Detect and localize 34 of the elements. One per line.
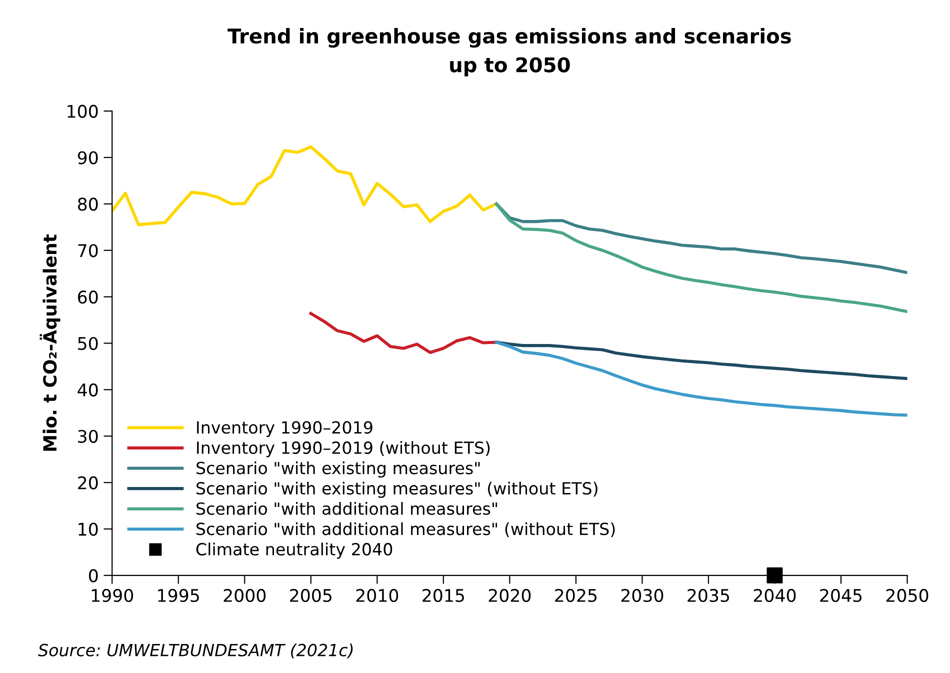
source-note: Source: UMWELTBUNDESAMT (2021c) <box>38 644 353 658</box>
x-tick-label: 2000 <box>224 588 266 602</box>
y-tick-label: 40 <box>78 383 98 397</box>
x-tick-label: 2045 <box>820 588 862 602</box>
legend-label: Scenario "with additional measures" <box>196 502 498 515</box>
x-tick-label: 2050 <box>886 588 928 602</box>
chart-title: Trend in greenhouse gas emissions and scenarios up to 2050 <box>228 28 791 76</box>
y-tick-label: 50 <box>78 336 98 350</box>
y-tick-label: 20 <box>78 476 98 490</box>
y-tick-label: 10 <box>78 522 98 536</box>
legend-label: Inventory 1990–2019 (without ETS) <box>197 441 490 458</box>
legend-label: Scenario "with existing measures" (without ETS) <box>196 482 598 498</box>
x-tick-label: 2040 <box>754 588 796 602</box>
x-tick-label: 1990 <box>92 588 134 602</box>
y-tick-label: 80 <box>78 198 98 211</box>
y-tick-label: 60 <box>78 290 98 304</box>
y-tick-label: 30 <box>78 430 98 443</box>
y-tick-label: 90 <box>78 151 98 164</box>
legend-label: Climate neutrality 2040 <box>196 542 392 559</box>
y-axis-title: Mio. t CO₂-Äquivalent <box>40 234 60 451</box>
x-tick-label: 2030 <box>621 588 664 602</box>
legend-label: Inventory 1990–2019 <box>197 421 372 437</box>
x-tick-label: 2020 <box>488 588 531 602</box>
x-tick-label: 2035 <box>688 588 730 602</box>
x-tick-label: 2015 <box>422 588 464 602</box>
y-tick-label: 0 <box>89 569 98 582</box>
x-tick-label: 1995 <box>158 588 199 602</box>
x-tick-label: 2005 <box>290 588 332 602</box>
y-tick-label: 100 <box>68 104 98 118</box>
y-tick-label: 70 <box>78 244 98 258</box>
legend-label: Scenario "with existing measures" <box>196 461 480 478</box>
x-tick-label: 2025 <box>555 588 597 602</box>
x-tick-label: 2010 <box>356 588 398 602</box>
legend-label: Scenario "with additional measures" (without ETS) <box>196 522 615 538</box>
